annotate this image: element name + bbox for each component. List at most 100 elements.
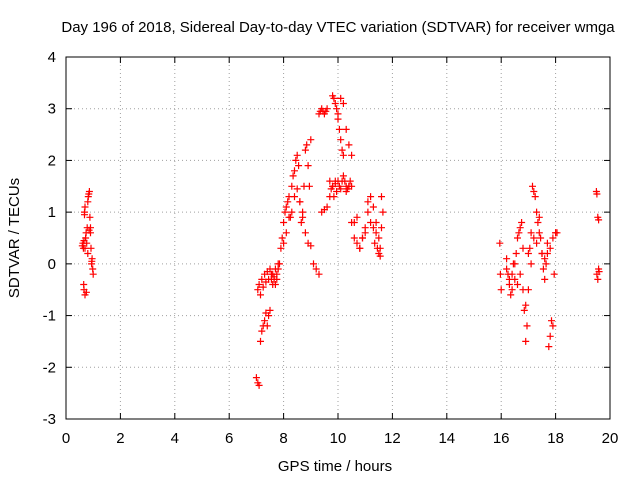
data-point	[364, 208, 372, 216]
data-point	[81, 244, 89, 252]
x-tick-label: 8	[279, 430, 287, 447]
data-point	[307, 136, 315, 144]
data-point	[342, 125, 350, 133]
data-point	[508, 270, 516, 278]
data-point	[369, 203, 377, 211]
data-point	[503, 255, 511, 263]
data-point	[538, 250, 546, 257]
data-point	[549, 322, 557, 330]
data-point	[378, 224, 385, 232]
data-point	[496, 270, 504, 278]
data-point	[533, 208, 541, 216]
data-point	[516, 270, 524, 278]
data-point	[269, 281, 277, 288]
data-point	[305, 182, 313, 190]
data-point	[345, 182, 353, 190]
data-point	[369, 224, 377, 232]
data-point	[350, 234, 358, 242]
data-point	[519, 244, 527, 252]
data-point	[280, 219, 288, 226]
data-point	[323, 203, 331, 211]
data-point	[285, 213, 293, 221]
data-point	[258, 327, 266, 335]
data-point	[259, 283, 267, 291]
data-point	[271, 265, 279, 273]
data-point	[280, 239, 288, 247]
data-point	[301, 146, 309, 154]
data-point	[511, 260, 519, 268]
data-point	[85, 188, 93, 195]
y-axis-title: SDTVAR / TECUs	[6, 178, 23, 298]
data-point	[496, 239, 504, 247]
data-point	[303, 141, 311, 149]
data-point	[549, 234, 557, 242]
data-point	[87, 224, 94, 232]
data-point	[339, 151, 347, 159]
data-point	[520, 306, 528, 314]
data-point	[296, 198, 304, 206]
data-point	[545, 343, 553, 351]
y-tick-label: -3	[43, 411, 56, 428]
data-point	[548, 317, 555, 325]
data-point	[508, 286, 516, 294]
data-point	[518, 219, 526, 226]
data-point	[330, 193, 338, 201]
data-point	[378, 193, 385, 201]
data-point	[595, 216, 603, 224]
data-point	[529, 182, 536, 190]
data-point	[534, 219, 542, 226]
data-point	[376, 244, 384, 252]
data-point	[543, 239, 551, 247]
data-point	[257, 337, 264, 345]
data-point	[261, 317, 269, 325]
x-tick-label: 6	[225, 430, 233, 447]
data-point	[334, 115, 342, 123]
data-point	[546, 332, 554, 340]
data-point	[535, 213, 543, 221]
data-point	[254, 286, 262, 294]
data-point	[375, 234, 383, 242]
data-point	[541, 275, 549, 283]
data-point	[342, 188, 350, 195]
data-point	[533, 239, 541, 247]
x-tick-label: 0	[62, 430, 70, 447]
data-point	[353, 213, 361, 221]
data-point	[503, 265, 511, 273]
data-point	[546, 244, 554, 252]
data-point	[348, 151, 356, 159]
data-point	[539, 265, 547, 273]
data-point	[301, 229, 309, 237]
data-point	[265, 312, 273, 320]
data-point	[89, 270, 97, 278]
data-point	[505, 275, 513, 283]
data-point	[338, 177, 346, 185]
data-point	[339, 172, 347, 180]
data-point	[550, 270, 558, 278]
data-point	[367, 193, 375, 201]
data-point	[364, 198, 372, 206]
data-point	[333, 105, 341, 113]
data-point	[277, 244, 285, 252]
data-point	[356, 244, 364, 252]
data-point	[293, 151, 301, 159]
data-point	[335, 125, 343, 133]
data-point	[257, 291, 264, 299]
data-point	[515, 229, 523, 237]
data-point	[593, 190, 601, 198]
data-point	[292, 156, 300, 164]
x-ticks: 0 2 4 6 8 10 12 14 16 18 20	[62, 57, 618, 447]
data-point	[315, 270, 323, 278]
data-point	[289, 172, 297, 180]
data-point	[284, 198, 292, 206]
data-point	[514, 281, 521, 288]
data-point	[338, 146, 346, 154]
data-point	[522, 301, 530, 309]
data-point	[293, 185, 301, 193]
data-point	[326, 177, 334, 185]
data-point	[346, 177, 354, 185]
data-point	[304, 162, 312, 170]
data-point	[274, 260, 282, 268]
data-point	[512, 250, 520, 257]
data-point	[526, 244, 534, 252]
